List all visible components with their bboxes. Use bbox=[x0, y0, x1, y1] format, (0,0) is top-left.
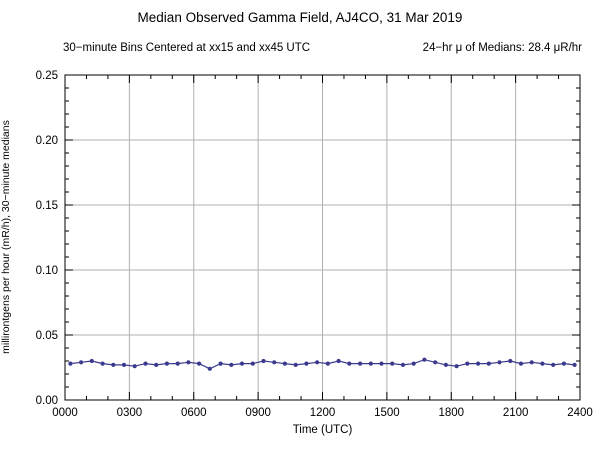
data-point bbox=[143, 361, 148, 366]
data-point bbox=[379, 361, 384, 366]
data-point bbox=[422, 357, 427, 362]
data-point bbox=[164, 361, 169, 366]
data-point bbox=[68, 361, 73, 366]
x-tick-label: 1200 bbox=[310, 407, 336, 419]
x-tick-label: 0000 bbox=[52, 407, 78, 419]
data-point bbox=[454, 364, 459, 369]
data-point bbox=[293, 362, 298, 367]
chart-title: Median Observed Gamma Field, AJ4CO, 31 M… bbox=[137, 10, 463, 25]
data-point bbox=[207, 366, 212, 371]
y-tick-label: 0.25 bbox=[36, 70, 58, 82]
data-point bbox=[400, 362, 406, 367]
data-point bbox=[282, 361, 287, 366]
data-point bbox=[197, 361, 202, 366]
data-point bbox=[518, 361, 524, 366]
y-tick-label: 0.20 bbox=[36, 135, 58, 147]
data-point bbox=[325, 361, 330, 366]
data-point bbox=[315, 360, 320, 365]
data-point bbox=[132, 364, 137, 369]
data-point bbox=[443, 362, 448, 367]
data-point bbox=[175, 361, 180, 366]
data-point bbox=[368, 361, 373, 366]
data-point bbox=[261, 358, 266, 364]
data-point bbox=[239, 361, 245, 366]
data-point bbox=[347, 361, 352, 366]
data-point bbox=[486, 361, 491, 366]
x-tick-label: 0900 bbox=[245, 407, 271, 419]
data-point bbox=[272, 360, 277, 365]
data-point bbox=[79, 360, 84, 365]
x-tick-label: 2100 bbox=[503, 407, 529, 419]
data-point bbox=[497, 360, 502, 365]
data-point bbox=[433, 360, 438, 365]
chart-subtitle-right: 24−hr μ of Medians: 28.4 μR/hr bbox=[422, 42, 582, 54]
data-point bbox=[390, 361, 395, 366]
data-point bbox=[358, 361, 363, 366]
data-point bbox=[100, 361, 105, 366]
y-tick-label: 0.05 bbox=[36, 330, 58, 342]
y-axis-label: millirontgens per hour (mR/h), 30−minute… bbox=[0, 120, 12, 354]
x-axis-label: Time (UTC) bbox=[292, 424, 353, 436]
y-tick-label: 0.10 bbox=[36, 265, 58, 277]
data-point bbox=[186, 360, 191, 365]
data-point bbox=[111, 362, 116, 367]
data-point bbox=[476, 361, 481, 366]
data-point bbox=[229, 362, 234, 367]
data-point bbox=[336, 358, 341, 364]
data-point bbox=[529, 360, 534, 365]
x-tick-label: 1800 bbox=[438, 407, 464, 419]
data-point bbox=[551, 362, 556, 367]
x-tick-label: 0300 bbox=[117, 407, 143, 419]
data-point bbox=[218, 361, 223, 366]
data-point bbox=[89, 358, 94, 364]
x-tick-label: 2400 bbox=[567, 407, 593, 419]
y-tick-label: 0.15 bbox=[36, 200, 58, 212]
data-point bbox=[154, 362, 159, 367]
chart-subtitle-left: 30−minute Bins Centered at xx15 and xx45… bbox=[63, 42, 311, 54]
data-point bbox=[508, 358, 513, 364]
y-tick-label: 0.00 bbox=[36, 395, 58, 407]
x-tick-label: 1500 bbox=[374, 407, 400, 419]
data-point bbox=[465, 361, 470, 366]
data-point bbox=[250, 361, 255, 366]
data-point bbox=[411, 361, 416, 366]
chart-subtitle: 30−minute Bins Centered at xx15 and xx45… bbox=[63, 42, 582, 54]
data-point bbox=[121, 362, 127, 367]
data-point bbox=[572, 362, 577, 367]
data-point bbox=[540, 361, 545, 366]
x-tick-label: 0600 bbox=[181, 407, 207, 419]
data-point bbox=[304, 361, 309, 366]
data-point bbox=[561, 361, 567, 366]
